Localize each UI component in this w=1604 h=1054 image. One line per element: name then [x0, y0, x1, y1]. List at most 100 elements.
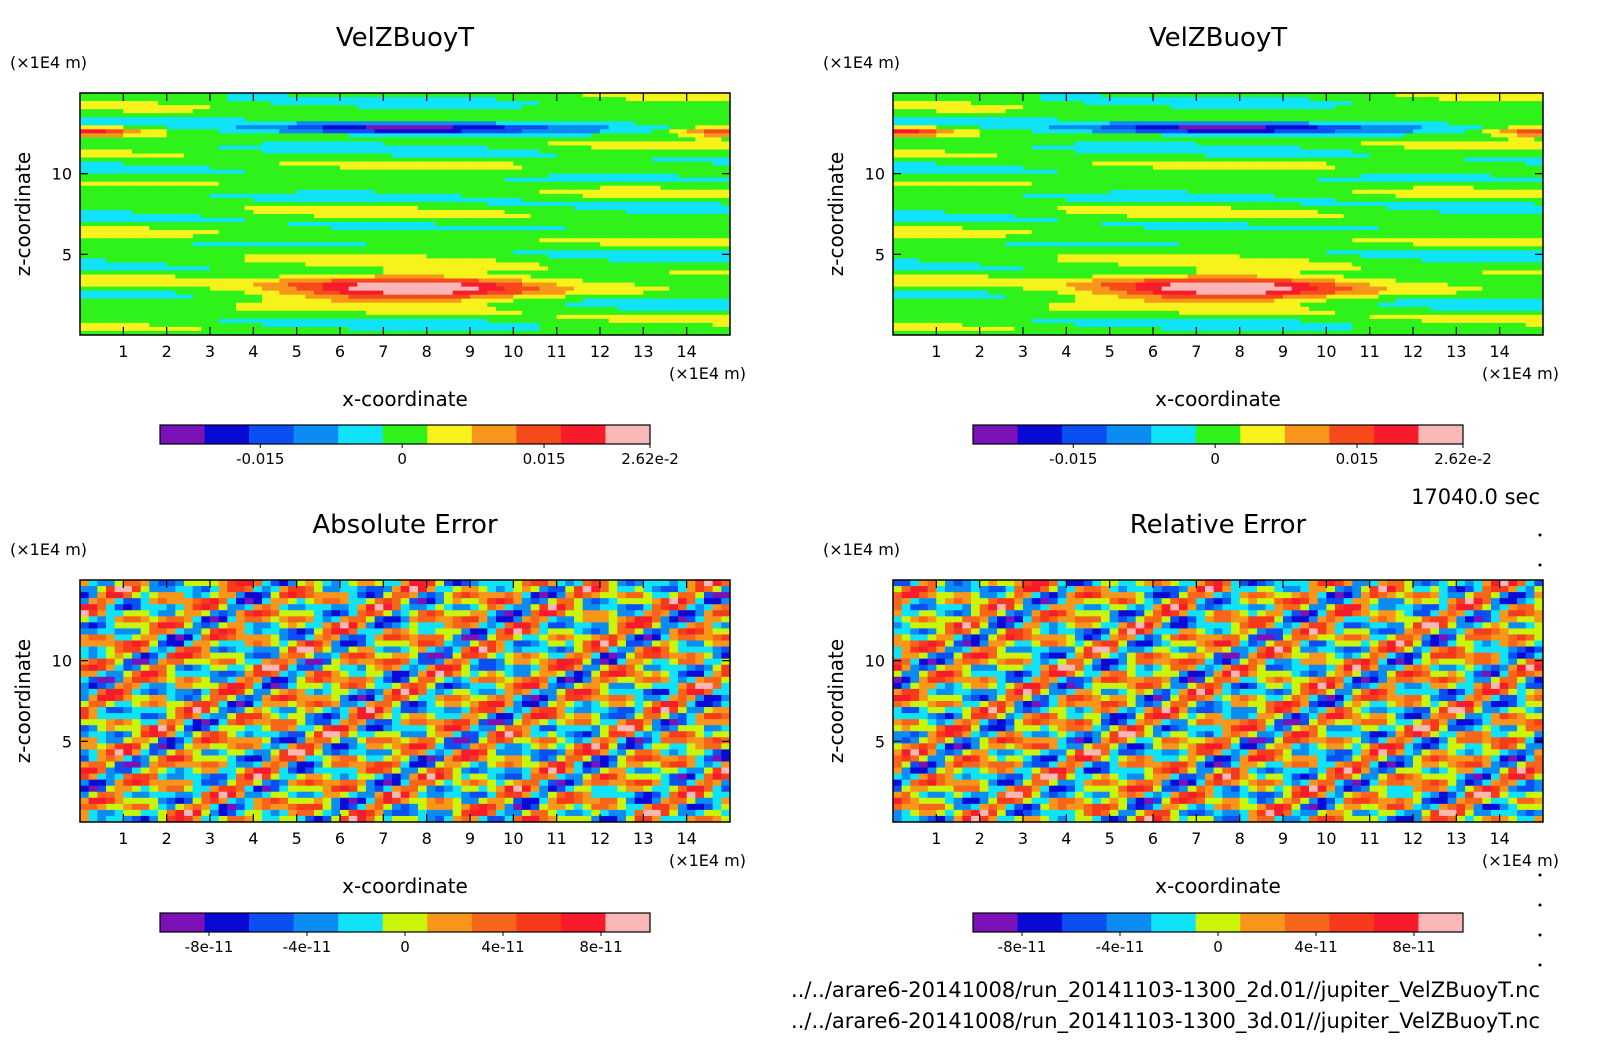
field-cell — [192, 165, 202, 171]
field-cell — [496, 234, 506, 239]
field-cell — [305, 302, 315, 308]
field-cell — [322, 109, 332, 114]
field-cell — [374, 153, 384, 159]
field-cell — [218, 133, 228, 138]
field-cell — [496, 282, 506, 288]
field-cell — [149, 149, 159, 155]
field-cell — [236, 258, 246, 263]
field-cell — [565, 282, 575, 288]
field-cell — [270, 177, 280, 183]
field-cell — [158, 278, 168, 284]
field-cell — [548, 226, 558, 231]
field-cell — [140, 214, 150, 219]
field-cell — [470, 250, 480, 255]
field-cell — [374, 149, 384, 155]
field-cell — [158, 109, 168, 114]
field-cell — [236, 93, 246, 98]
field-cell — [88, 121, 98, 126]
field-cell — [626, 185, 636, 191]
field-cell — [574, 222, 584, 227]
field-cell — [88, 185, 98, 191]
field-cell — [504, 149, 514, 155]
field-cell — [236, 209, 246, 215]
field-cell — [409, 201, 419, 207]
field-cell — [678, 230, 688, 235]
field-cell — [927, 157, 937, 163]
field-cell — [322, 298, 332, 304]
field-cell — [652, 205, 662, 211]
field-cell — [539, 298, 549, 304]
field-cell — [114, 302, 124, 308]
field-cell — [945, 218, 955, 223]
field-cell — [608, 230, 618, 235]
field-cell — [305, 105, 315, 110]
field-cell — [626, 330, 636, 335]
field-cell — [322, 266, 332, 272]
field-cell — [322, 326, 332, 332]
field-cell — [374, 226, 384, 231]
field-cell — [418, 246, 428, 251]
field-cell — [565, 314, 575, 320]
field-cell — [936, 201, 946, 207]
field-cell — [383, 250, 393, 255]
field-cell — [539, 149, 549, 155]
field-cell — [244, 214, 254, 219]
field-cell — [114, 270, 124, 276]
field-cell — [600, 290, 610, 296]
field-cell — [132, 141, 142, 147]
field-cell — [669, 149, 679, 155]
field-cell — [669, 250, 679, 255]
field-cell — [461, 230, 471, 235]
field-cell — [927, 306, 937, 312]
field-cell — [418, 121, 428, 126]
field-cell — [400, 109, 410, 114]
field-cell — [227, 173, 237, 179]
field-cell — [513, 314, 523, 320]
field-cell — [192, 173, 202, 179]
field-cell — [721, 153, 730, 159]
field-cell — [444, 105, 454, 110]
field-cell — [88, 314, 98, 320]
field-cell — [392, 201, 402, 207]
field-cell — [652, 298, 662, 304]
field-cell — [227, 318, 237, 324]
field-cell — [444, 109, 454, 114]
colorbar-frame — [159, 424, 651, 445]
field-cell — [236, 157, 246, 163]
field-cell — [88, 145, 98, 151]
field-cell — [114, 330, 124, 335]
field-cell — [244, 133, 254, 138]
field-cell — [270, 246, 280, 251]
field-cell — [296, 105, 306, 110]
field-cell — [634, 209, 644, 215]
field-cell — [426, 165, 436, 171]
field-cell — [426, 262, 436, 268]
field-cell — [374, 222, 384, 227]
field-cell — [331, 129, 341, 134]
field-cell — [565, 165, 575, 171]
field-cell — [114, 157, 124, 163]
field-cell — [348, 169, 358, 175]
field-cell — [919, 169, 929, 175]
field-cell — [652, 330, 662, 335]
field-cell — [893, 181, 903, 187]
field-cell — [927, 185, 937, 191]
field-cell — [123, 161, 133, 167]
field-cell — [626, 258, 636, 263]
field-cell — [704, 278, 714, 284]
field-cell — [919, 145, 929, 151]
field-cell — [383, 105, 393, 110]
field-cell — [504, 306, 514, 312]
field-cell — [80, 97, 90, 102]
field-cell — [314, 270, 324, 276]
field-cell — [366, 250, 376, 255]
field-cell — [270, 258, 280, 263]
field-cell — [383, 153, 393, 159]
field-cell — [504, 193, 514, 199]
field-cell — [919, 177, 929, 183]
field-cell — [314, 97, 324, 102]
field-cell — [504, 254, 514, 259]
field-cell — [548, 330, 558, 335]
field-cell — [426, 314, 436, 320]
field-cell — [669, 214, 679, 219]
